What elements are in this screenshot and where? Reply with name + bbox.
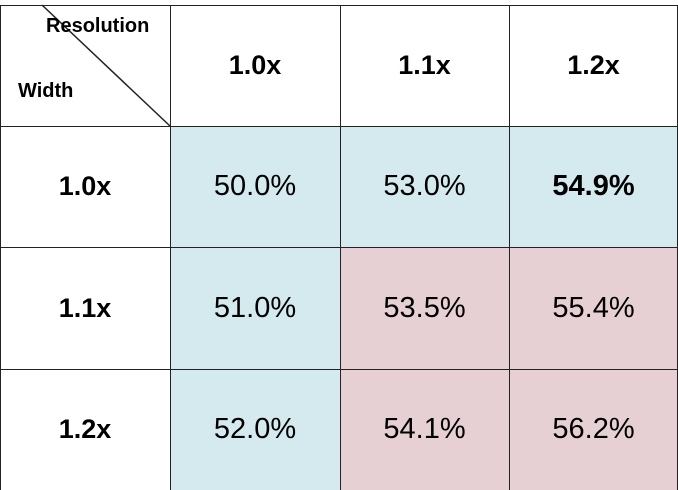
column-header: 1.0x <box>228 50 282 80</box>
table-cell: 54.1% <box>340 369 509 490</box>
column-header: 1.1x <box>398 50 451 80</box>
table-cell: 51.0% <box>170 247 340 369</box>
row-header: 1.1x <box>58 292 112 323</box>
grid-line-horizontal <box>0 368 678 370</box>
corner-diagonal-line <box>41 4 171 127</box>
table-cell: 53.0% <box>340 126 509 247</box>
column-header: 1.2x <box>567 50 620 80</box>
table-cell: 56.2% <box>509 369 678 490</box>
row-axis-label: Width <box>18 80 74 102</box>
grid-line-horizontal <box>0 4 678 6</box>
table-cell: 52.0% <box>170 369 340 490</box>
table-cell: 54.9% <box>509 126 678 247</box>
table-cell: 50.0% <box>170 126 340 247</box>
row-header: 1.2x <box>58 414 112 444</box>
results-table: Resolution Width 1.0x 1.1x 1.2x 1.0x 50.0% 53… <box>0 4 678 490</box>
grid-line-vertical <box>508 5 510 490</box>
grid-line-horizontal <box>0 246 678 248</box>
grid-line-vertical <box>339 5 341 490</box>
table-cell: 55.4% <box>509 247 678 369</box>
column-axis-label: Resolution <box>46 15 150 37</box>
grid-line-vertical <box>169 5 171 490</box>
corner-diagonal-stroke <box>41 4 171 127</box>
row-header: 1.0x <box>58 171 112 201</box>
grid-line-horizontal <box>0 125 678 127</box>
grid-line-vertical <box>0 5 1 490</box>
table-cell: 53.5% <box>340 247 509 369</box>
